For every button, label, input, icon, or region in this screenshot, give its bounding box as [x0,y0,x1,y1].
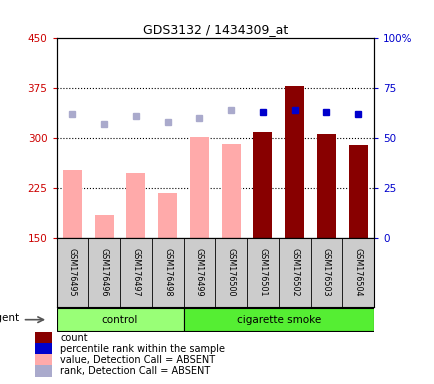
Text: GSM176501: GSM176501 [258,248,267,297]
Title: GDS3132 / 1434309_at: GDS3132 / 1434309_at [142,23,287,36]
Text: value, Detection Call = ABSENT: value, Detection Call = ABSENT [60,355,215,365]
Text: count: count [60,333,88,343]
Text: cigarette smoke: cigarette smoke [236,314,320,325]
Text: GSM176499: GSM176499 [194,248,204,297]
Bar [95,215,113,238]
Bar [35,343,52,355]
Text: GSM176496: GSM176496 [99,248,108,297]
FancyBboxPatch shape [183,308,373,331]
Text: rank, Detection Call = ABSENT: rank, Detection Call = ABSENT [60,366,210,376]
Text: GSM176504: GSM176504 [353,248,362,297]
Text: control: control [102,314,138,325]
Bar [63,170,82,238]
Bar [190,137,208,238]
Bar [35,365,52,377]
Bar [126,173,145,238]
Text: GSM176503: GSM176503 [321,248,330,297]
Bar [285,86,303,238]
Text: GSM176500: GSM176500 [226,248,235,297]
Text: GSM176498: GSM176498 [163,248,172,297]
Text: agent: agent [0,313,20,323]
Text: GSM176502: GSM176502 [289,248,299,297]
Bar [158,193,177,238]
Bar [316,134,335,238]
Bar [221,144,240,238]
Bar [348,145,367,238]
Text: GSM176497: GSM176497 [131,248,140,297]
FancyBboxPatch shape [56,308,183,331]
Text: percentile rank within the sample: percentile rank within the sample [60,344,225,354]
Bar [253,132,272,238]
Bar [35,354,52,366]
Bar [35,332,52,344]
Text: GSM176495: GSM176495 [68,248,77,297]
